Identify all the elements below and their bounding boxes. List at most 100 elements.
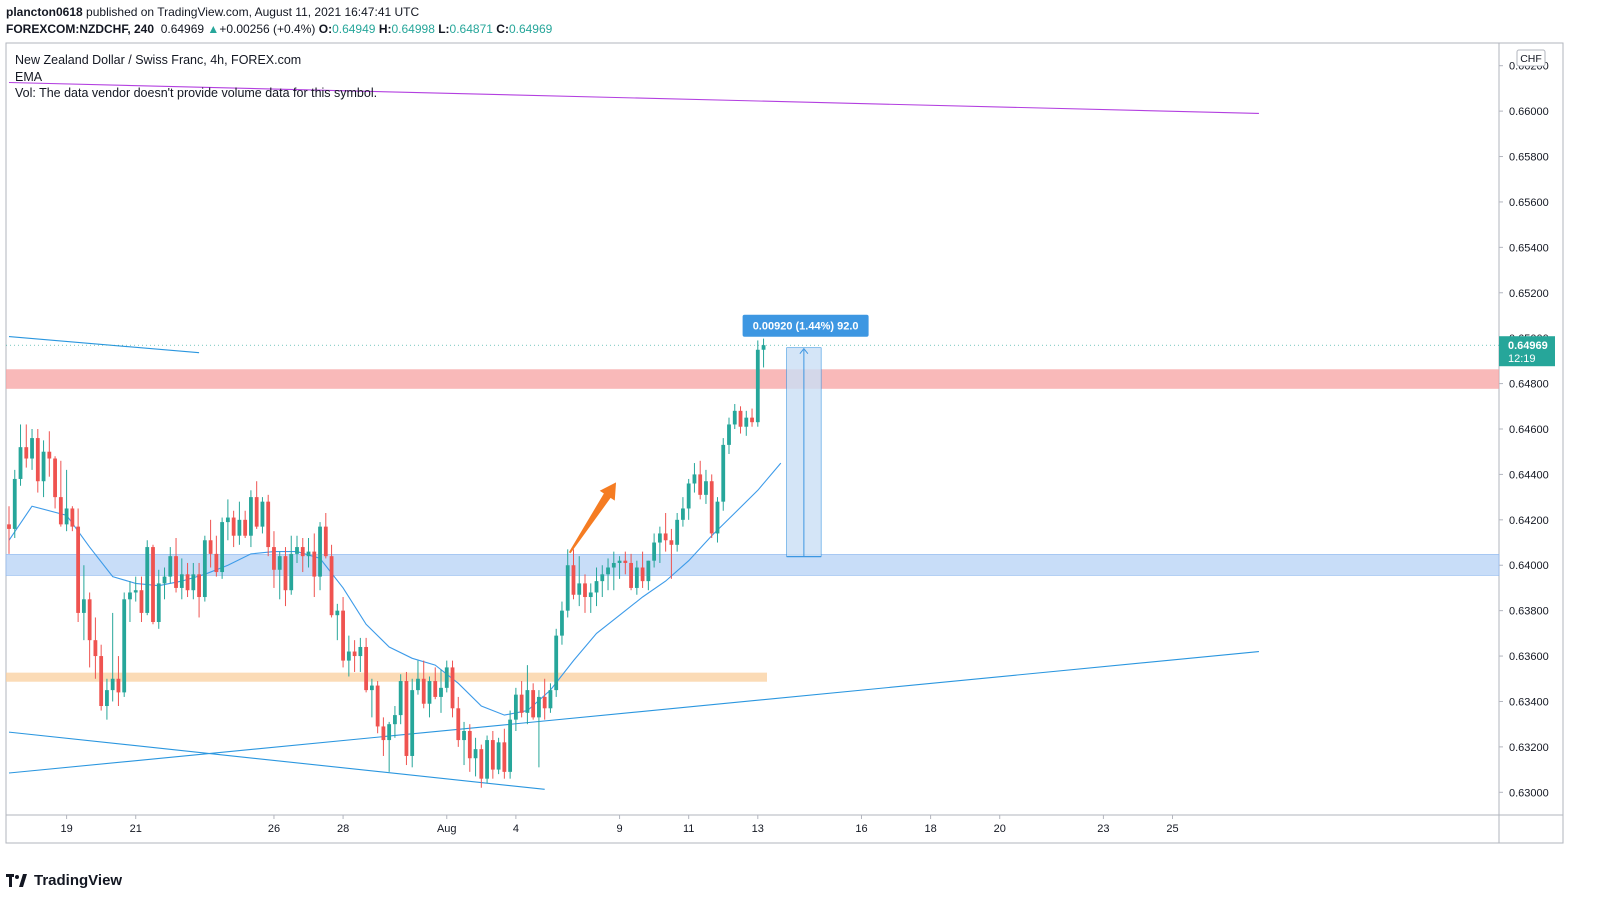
- candle[interactable]: [704, 469, 708, 504]
- candle[interactable]: [640, 551, 645, 588]
- support-zone[interactable]: [5, 554, 1500, 576]
- candle[interactable]: [456, 696, 461, 747]
- candle[interactable]: [738, 406, 743, 434]
- candle[interactable]: [721, 438, 726, 511]
- candle[interactable]: [318, 522, 322, 591]
- candle[interactable]: [53, 456, 57, 509]
- candle[interactable]: [237, 501, 242, 545]
- candle[interactable]: [744, 410, 749, 436]
- candle[interactable]: [93, 617, 98, 679]
- purple-trendline[interactable]: [8, 81, 1259, 114]
- candle[interactable]: [174, 537, 178, 593]
- candle[interactable]: [398, 674, 403, 725]
- candle[interactable]: [24, 424, 29, 468]
- candle[interactable]: [208, 519, 213, 568]
- candle[interactable]: [87, 592, 92, 668]
- candle[interactable]: [358, 637, 363, 672]
- candle[interactable]: [105, 678, 109, 720]
- candle[interactable]: [122, 592, 127, 697]
- candle[interactable]: [323, 513, 328, 559]
- candle[interactable]: [750, 408, 754, 427]
- ema-legend[interactable]: EMA: [15, 69, 43, 84]
- candle[interactable]: [289, 535, 294, 595]
- candle[interactable]: [519, 681, 524, 718]
- candle[interactable]: [168, 547, 173, 584]
- candle[interactable]: [594, 567, 599, 607]
- candle[interactable]: [260, 497, 265, 534]
- candle[interactable]: [110, 612, 115, 702]
- candle[interactable]: [450, 660, 455, 718]
- candle[interactable]: [404, 671, 409, 766]
- candle[interactable]: [306, 537, 311, 568]
- candle[interactable]: [283, 547, 288, 607]
- candle[interactable]: [70, 506, 75, 532]
- candle[interactable]: [76, 508, 81, 622]
- candle[interactable]: [300, 537, 305, 573]
- candle[interactable]: [312, 533, 317, 598]
- candle[interactable]: [692, 463, 697, 493]
- low-zone[interactable]: [6, 672, 767, 682]
- candle[interactable]: [657, 526, 662, 563]
- rising-trendline[interactable]: [8, 650, 1259, 774]
- candle[interactable]: [197, 562, 201, 618]
- upper-trendline[interactable]: [8, 336, 200, 354]
- candle[interactable]: [755, 340, 760, 427]
- candle[interactable]: [329, 544, 334, 618]
- falling-trendline[interactable]: [8, 731, 545, 790]
- candle[interactable]: [663, 513, 668, 552]
- candle[interactable]: [588, 583, 593, 613]
- candle[interactable]: [462, 721, 466, 766]
- candle[interactable]: [128, 581, 132, 622]
- candle[interactable]: [254, 481, 259, 529]
- candle[interactable]: [433, 667, 438, 700]
- candle[interactable]: [156, 569, 161, 629]
- candle[interactable]: [548, 683, 553, 713]
- candle[interactable]: [525, 665, 530, 725]
- candle[interactable]: [479, 744, 484, 788]
- candle[interactable]: [81, 565, 86, 641]
- candle[interactable]: [335, 603, 340, 641]
- candle[interactable]: [600, 565, 605, 598]
- candle[interactable]: [35, 429, 40, 493]
- candle[interactable]: [410, 678, 415, 768]
- candle[interactable]: [542, 678, 547, 720]
- candle[interactable]: [537, 690, 541, 768]
- candle[interactable]: [565, 549, 570, 618]
- candle[interactable]: [7, 506, 11, 554]
- candle[interactable]: [387, 721, 392, 772]
- candle[interactable]: [629, 553, 633, 591]
- candle[interactable]: [375, 681, 380, 734]
- candle[interactable]: [583, 574, 587, 613]
- candle[interactable]: [554, 628, 559, 697]
- candle[interactable]: [646, 560, 651, 591]
- candle[interactable]: [116, 656, 121, 707]
- candle[interactable]: [686, 478, 691, 520]
- candle[interactable]: [439, 669, 443, 713]
- volume-legend[interactable]: Vol: The data vendor doesn't provide vol…: [15, 86, 378, 100]
- candle[interactable]: [341, 597, 345, 668]
- candle[interactable]: [513, 687, 518, 731]
- candle[interactable]: [617, 556, 622, 579]
- candle[interactable]: [133, 576, 138, 602]
- candle[interactable]: [577, 556, 582, 607]
- candle[interactable]: [277, 551, 282, 600]
- candle[interactable]: [12, 469, 17, 538]
- currency-label[interactable]: CHF: [1520, 53, 1542, 65]
- candle[interactable]: [560, 601, 564, 645]
- candle[interactable]: [502, 728, 507, 779]
- candle[interactable]: [272, 531, 276, 588]
- candle[interactable]: [225, 499, 230, 541]
- candle[interactable]: [41, 440, 46, 498]
- candle[interactable]: [249, 490, 253, 548]
- candle[interactable]: [427, 676, 432, 718]
- candle[interactable]: [652, 533, 657, 568]
- candle[interactable]: [58, 460, 63, 527]
- candle[interactable]: [416, 660, 420, 695]
- candle[interactable]: [220, 517, 225, 579]
- candle[interactable]: [364, 637, 369, 693]
- candle[interactable]: [202, 535, 207, 602]
- candle[interactable]: [295, 535, 299, 563]
- chart-title[interactable]: New Zealand Dollar / Swiss Franc, 4h, FO…: [15, 53, 302, 67]
- candle[interactable]: [732, 404, 737, 429]
- candle[interactable]: [727, 417, 731, 454]
